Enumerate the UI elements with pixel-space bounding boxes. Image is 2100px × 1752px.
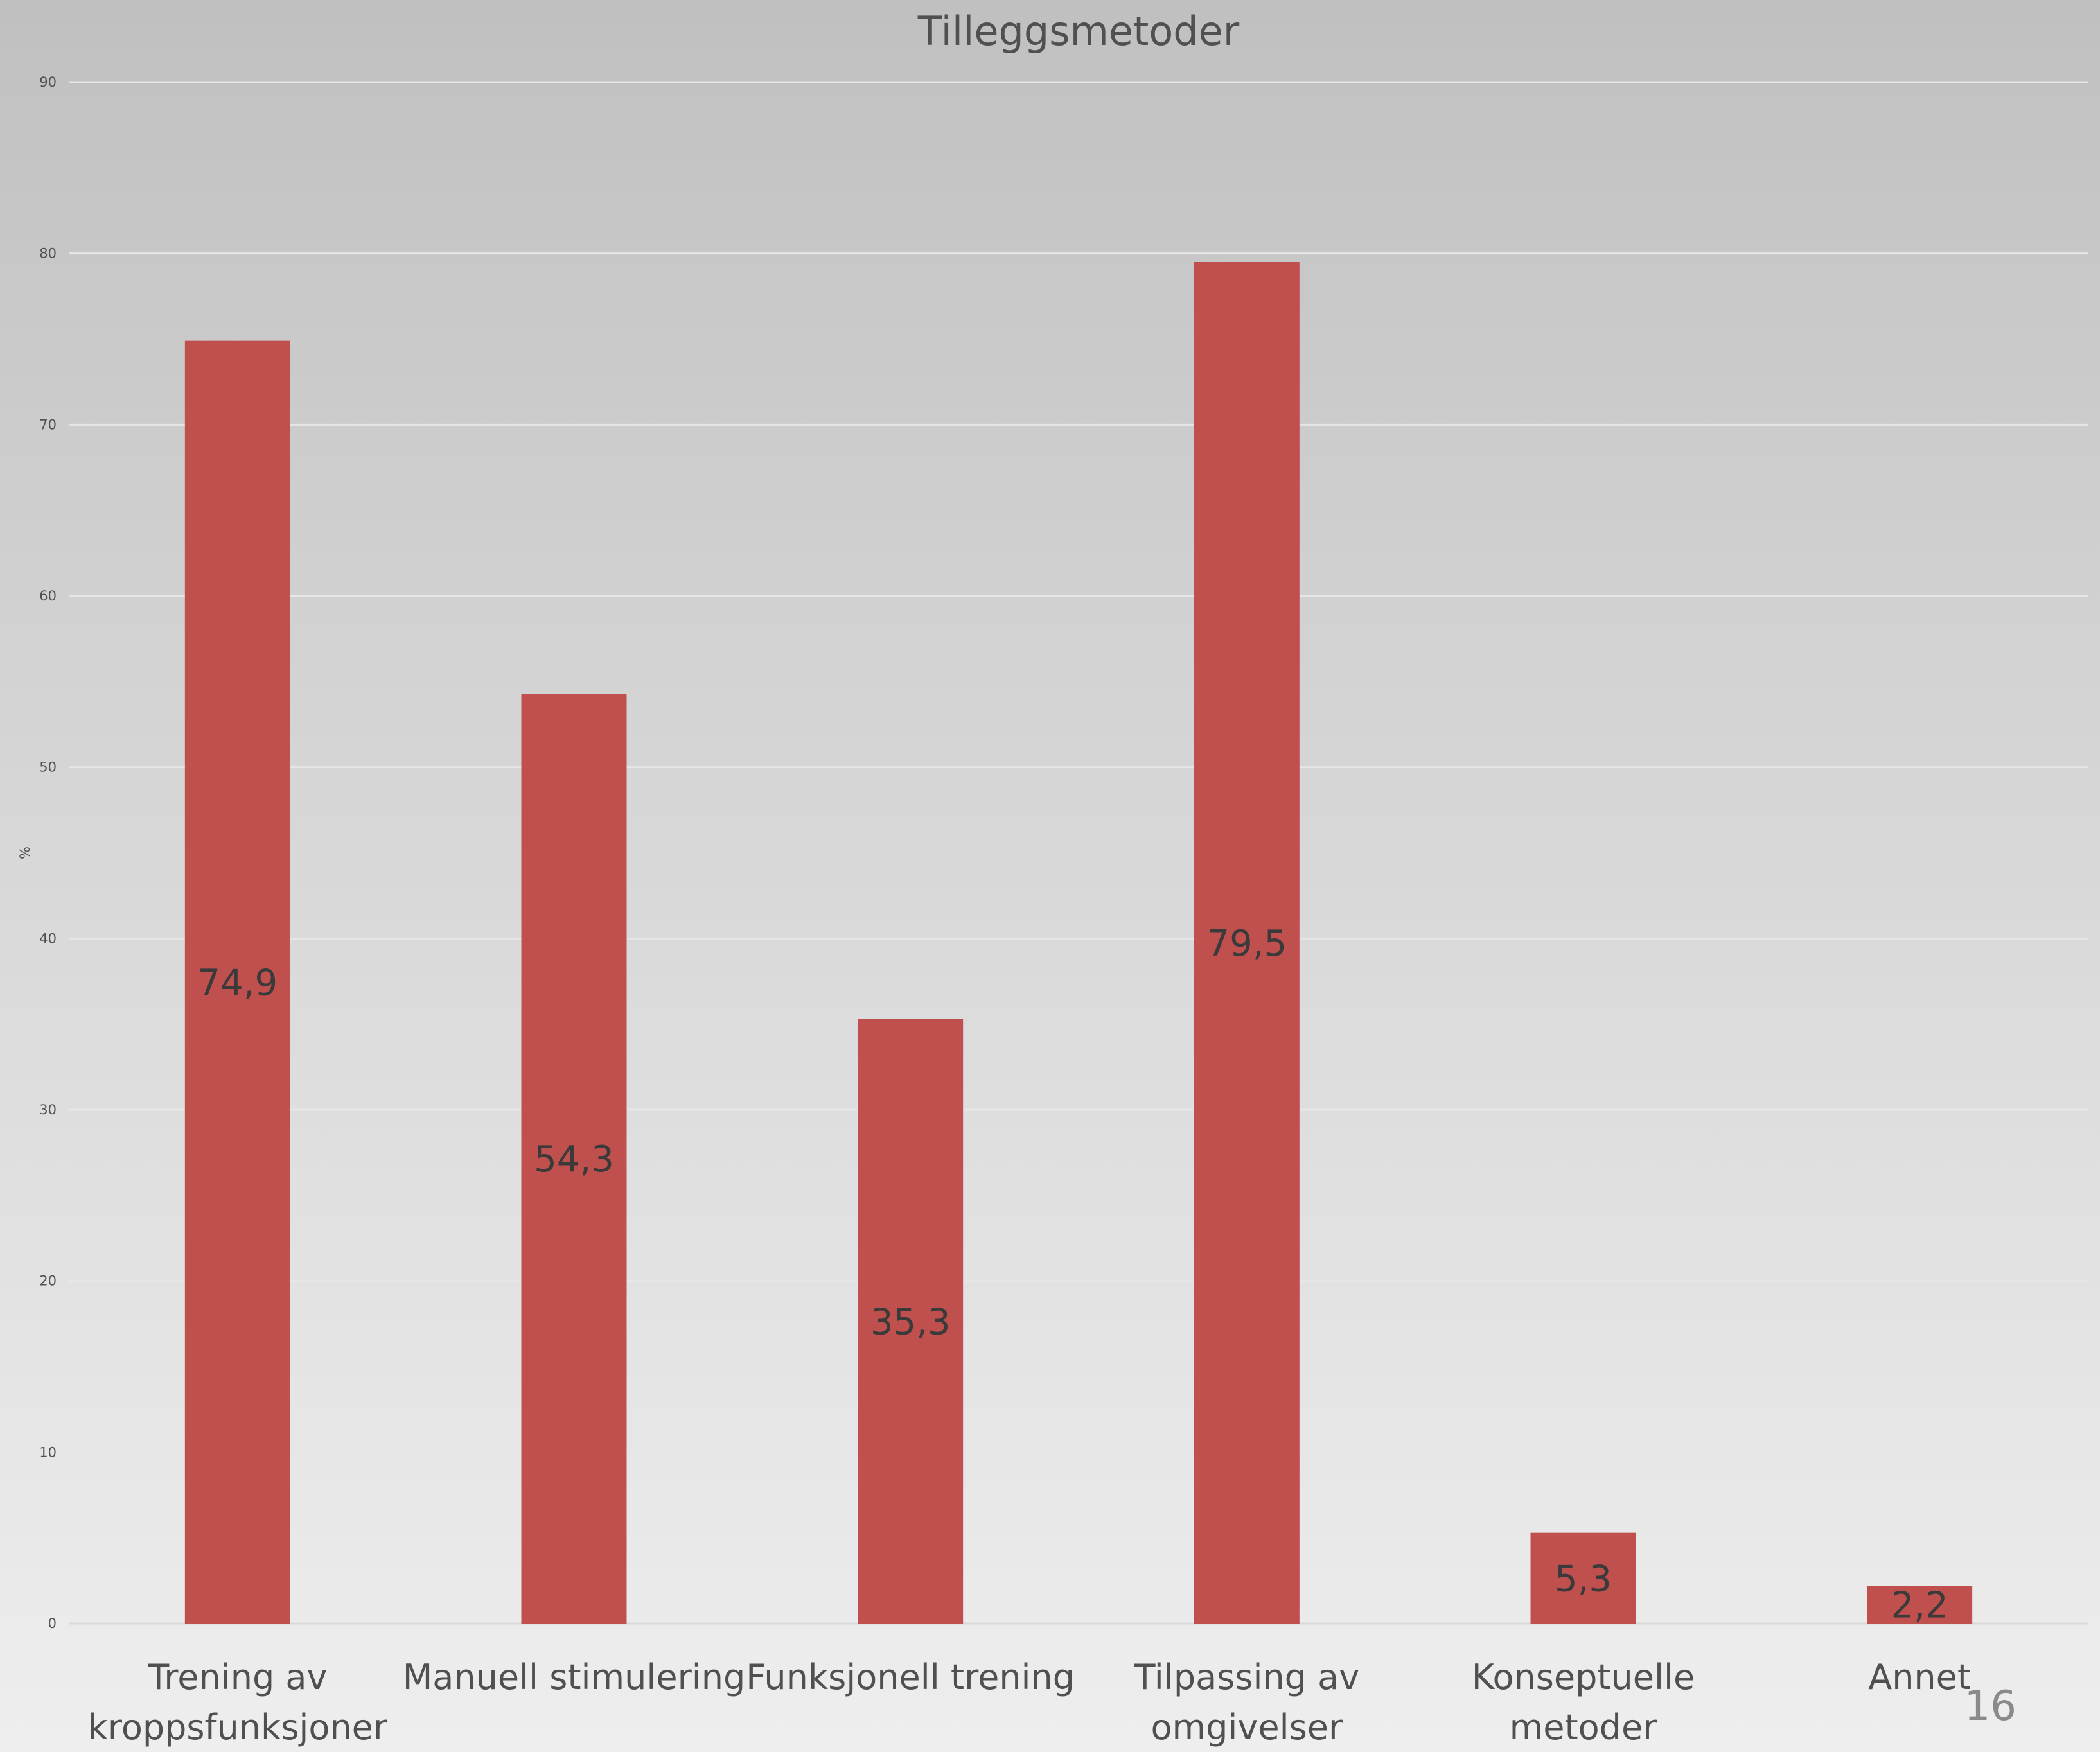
bar-5 <box>1530 1532 1636 1624</box>
bar-1 <box>184 340 290 1624</box>
bar-2 <box>521 694 627 1624</box>
bar-4 <box>1194 262 1300 1624</box>
y-tick-label-30: 30 <box>39 1102 57 1117</box>
data-label-2: 54,3 <box>534 1139 614 1180</box>
y-tick-label-90: 90 <box>39 74 57 90</box>
chart-title: Tilleggsmetoder <box>917 8 1240 55</box>
x-tick-label-line: Tilpassing av <box>1133 1657 1359 1697</box>
x-tick-label-6: Annet <box>1868 1657 1971 1697</box>
y-tick-label-80: 80 <box>39 246 57 261</box>
x-tick-label-line: Annet <box>1868 1657 1971 1697</box>
x-tick-label-4: Tilpassing av omgivelser <box>1133 1657 1359 1748</box>
x-tick-label-3: Funksjonell trening <box>746 1657 1075 1697</box>
y-tick-label-0: 0 <box>48 1616 57 1631</box>
x-tick-label-line: Funksjonell trening <box>746 1657 1075 1697</box>
data-label-3: 35,3 <box>870 1301 951 1343</box>
y-tick-label-20: 20 <box>39 1274 57 1289</box>
x-tick-label-line: Konseptuelle <box>1472 1657 1695 1697</box>
x-tick-label-line: kroppsfunksjoner <box>88 1707 388 1748</box>
x-tick-label-2: Manuell stimulering <box>403 1657 746 1697</box>
data-label-4: 79,5 <box>1206 923 1287 965</box>
x-tick-label-line: metoder <box>1510 1707 1658 1748</box>
x-tick-label-5: Konseptuelle metoder <box>1472 1657 1695 1748</box>
y-axis-label: % <box>17 846 33 859</box>
bar-6 <box>1867 1586 1973 1624</box>
y-tick-label-50: 50 <box>39 760 57 775</box>
data-label-6: 2,2 <box>1891 1585 1948 1627</box>
x-tick-label-line: omgivelser <box>1151 1707 1343 1748</box>
x-tick-label-1: Trening av kroppsfunksjoner <box>88 1657 388 1748</box>
y-tick-label-10: 10 <box>39 1444 57 1460</box>
slide-page-number: 16 <box>1964 1683 2016 1730</box>
data-label-5: 5,3 <box>1555 1558 1612 1600</box>
x-tick-label-line: Trening av <box>147 1657 327 1697</box>
bar-3 <box>858 1019 964 1624</box>
data-label-1: 74,9 <box>197 962 278 1004</box>
x-tick-label-line: Manuell stimulering <box>403 1657 746 1697</box>
y-tick-label-60: 60 <box>39 588 57 604</box>
y-tick-label-40: 40 <box>39 931 57 946</box>
y-tick-label-70: 70 <box>39 417 57 432</box>
